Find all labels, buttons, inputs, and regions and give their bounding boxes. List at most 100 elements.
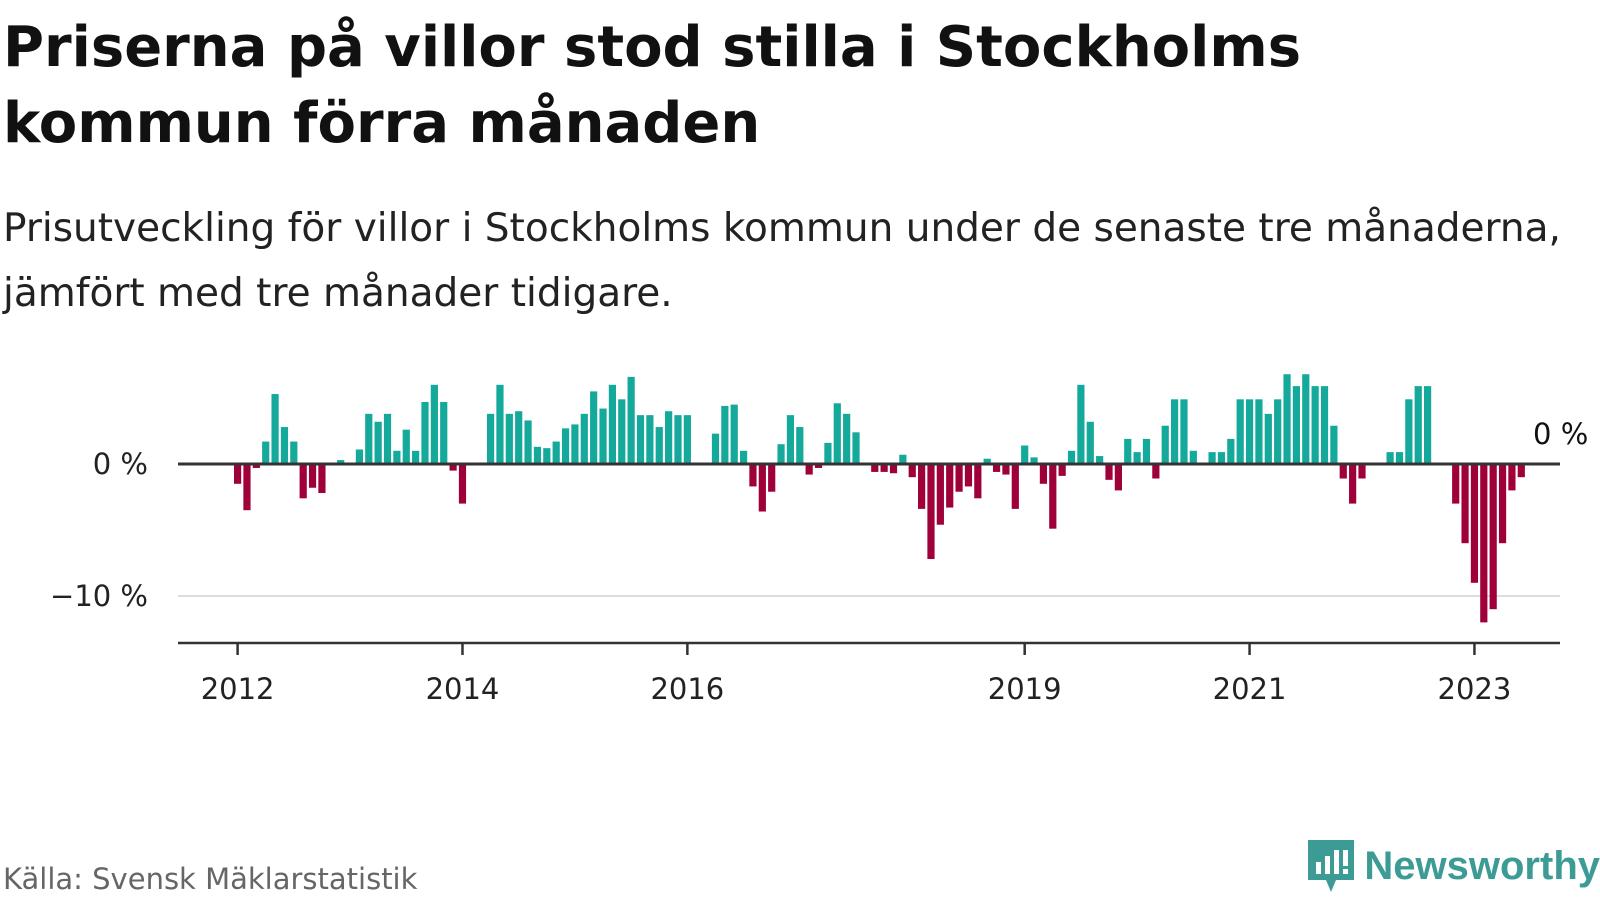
- bar: [683, 415, 691, 464]
- bar: [1114, 464, 1122, 491]
- x-tick-label: 2021: [1213, 672, 1287, 706]
- bar: [1133, 452, 1141, 464]
- bar: [1461, 464, 1469, 544]
- bar: [383, 413, 392, 464]
- bar: [983, 458, 991, 464]
- bar: [318, 464, 326, 494]
- bar: [1358, 464, 1366, 479]
- bar: [543, 448, 551, 464]
- bar: [665, 411, 673, 464]
- bar: [599, 408, 607, 464]
- bar: [1086, 421, 1094, 464]
- chart-subtitle: Prisutveckling för villor i Stockholms k…: [3, 206, 1561, 316]
- bar: [824, 442, 832, 464]
- bar: [458, 464, 467, 504]
- brand-name: Newsworthy: [1364, 843, 1600, 888]
- bar: [636, 415, 645, 464]
- bar: [843, 413, 851, 464]
- bar: [992, 464, 1001, 472]
- bar: [308, 464, 317, 488]
- bar: [946, 464, 954, 508]
- bar: [365, 413, 373, 464]
- bar: [964, 464, 973, 487]
- chart-title: Priserna på villor stod stilla i Stockho…: [3, 15, 1302, 156]
- bar: [1011, 464, 1019, 509]
- bar: [374, 421, 382, 464]
- bar: [580, 413, 588, 464]
- bar: [412, 450, 420, 464]
- x-tick-label: 2023: [1438, 672, 1512, 706]
- bar: [739, 450, 748, 464]
- bar: [1349, 464, 1357, 504]
- bar: [655, 427, 663, 464]
- bar: [1489, 464, 1497, 610]
- bar: [1208, 452, 1216, 464]
- bar: [505, 413, 513, 464]
- bar: [1283, 374, 1291, 464]
- bar: [337, 460, 345, 464]
- bar: [646, 415, 654, 464]
- bar: [1171, 399, 1179, 464]
- x-tick-label: 2014: [426, 672, 500, 706]
- bar: [1470, 464, 1479, 583]
- bar: [449, 464, 457, 471]
- bar: [486, 413, 495, 464]
- bar: [711, 433, 720, 464]
- bar: [1096, 456, 1104, 464]
- bar: [1077, 384, 1085, 464]
- bar: [1236, 399, 1244, 464]
- bar: [1142, 438, 1151, 464]
- bar: [1292, 386, 1301, 464]
- bar: [936, 464, 944, 525]
- bar: [1452, 464, 1460, 504]
- bar: [721, 405, 729, 464]
- bar: [1480, 464, 1488, 623]
- bar: [1405, 399, 1413, 464]
- bar: [1245, 399, 1254, 464]
- bar: [1320, 386, 1329, 464]
- bar: [889, 464, 898, 474]
- bar: [1039, 464, 1048, 484]
- bar: [1021, 445, 1029, 464]
- bar: [814, 464, 823, 468]
- bar: [1058, 464, 1066, 476]
- bar: [440, 401, 448, 464]
- bar: [1386, 452, 1394, 464]
- bar: [899, 454, 907, 464]
- bar-chart: 0 % −10 % 2012 2014 2016 2019 2021 2023 0 %: [50, 374, 1588, 706]
- bar: [674, 415, 682, 464]
- bar: [496, 384, 504, 464]
- bar: [1395, 452, 1404, 464]
- bar: [234, 464, 242, 484]
- bar: [1189, 450, 1197, 464]
- x-tick-label: 2016: [650, 672, 724, 706]
- bar: [1274, 399, 1282, 464]
- bar: [955, 464, 963, 492]
- bar: [852, 432, 860, 464]
- last-value-annotation: 0 %: [1533, 417, 1588, 451]
- x-tick-label: 2012: [201, 672, 275, 706]
- bar: [730, 404, 738, 464]
- bar: [1302, 374, 1310, 464]
- bar: [796, 427, 804, 464]
- bar: [777, 444, 785, 464]
- source-note: Källa: Svensk Mäklarstatistik: [3, 862, 418, 896]
- bar: [918, 464, 926, 509]
- bar: [768, 464, 776, 492]
- bar: [1227, 438, 1235, 464]
- bar: [833, 403, 841, 464]
- bar: [1217, 452, 1226, 464]
- bar: [421, 401, 429, 464]
- bar: [1152, 464, 1160, 479]
- bar: [758, 464, 766, 512]
- bar: [590, 391, 598, 464]
- bar: [561, 428, 570, 464]
- bar: [552, 441, 560, 464]
- y-tick-label: −10 %: [50, 579, 148, 613]
- bar: [608, 384, 616, 464]
- bar: [618, 399, 626, 464]
- bar: [1414, 386, 1422, 464]
- bar: [1339, 464, 1347, 479]
- bar: [805, 464, 813, 475]
- bar: [299, 464, 307, 499]
